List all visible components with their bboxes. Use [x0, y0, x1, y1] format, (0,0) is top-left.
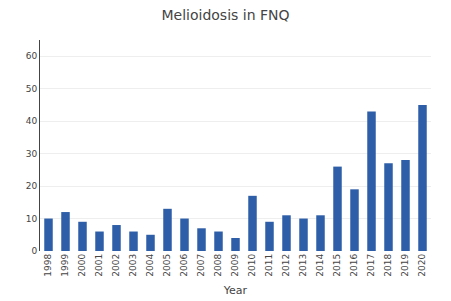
- svg-text:2017: 2017: [366, 254, 376, 277]
- svg-text:2005: 2005: [162, 254, 172, 277]
- svg-text:2006: 2006: [179, 254, 189, 277]
- svg-text:2013: 2013: [298, 254, 308, 277]
- svg-text:10: 10: [26, 214, 38, 224]
- svg-text:60: 60: [26, 51, 38, 61]
- svg-text:40: 40: [26, 116, 38, 126]
- svg-text:30: 30: [26, 149, 38, 159]
- svg-text:2004: 2004: [145, 254, 155, 277]
- svg-text:2016: 2016: [349, 254, 359, 277]
- svg-text:2019: 2019: [400, 254, 410, 277]
- svg-text:2011: 2011: [264, 254, 274, 277]
- svg-text:2009: 2009: [230, 254, 240, 277]
- svg-text:2008: 2008: [213, 254, 223, 277]
- svg-text:Year: Year: [223, 284, 248, 297]
- svg-text:2007: 2007: [196, 254, 206, 277]
- svg-text:Melioidosis in FNQ: Melioidosis in FNQ: [161, 7, 289, 23]
- svg-text:2001: 2001: [94, 254, 104, 277]
- svg-text:2018: 2018: [383, 254, 393, 277]
- svg-text:20: 20: [26, 181, 38, 191]
- svg-text:2015: 2015: [332, 254, 342, 277]
- svg-text:1999: 1999: [60, 254, 70, 277]
- svg-text:2003: 2003: [128, 254, 138, 277]
- svg-text:1998: 1998: [43, 254, 53, 277]
- svg-text:2014: 2014: [315, 254, 325, 277]
- svg-text:2020: 2020: [417, 254, 427, 277]
- svg-text:2002: 2002: [111, 254, 121, 277]
- svg-text:2000: 2000: [77, 254, 87, 277]
- svg-text:50: 50: [26, 84, 38, 94]
- svg-text:2010: 2010: [247, 254, 257, 277]
- svg-text:0: 0: [31, 246, 37, 256]
- svg-text:2012: 2012: [281, 254, 291, 277]
